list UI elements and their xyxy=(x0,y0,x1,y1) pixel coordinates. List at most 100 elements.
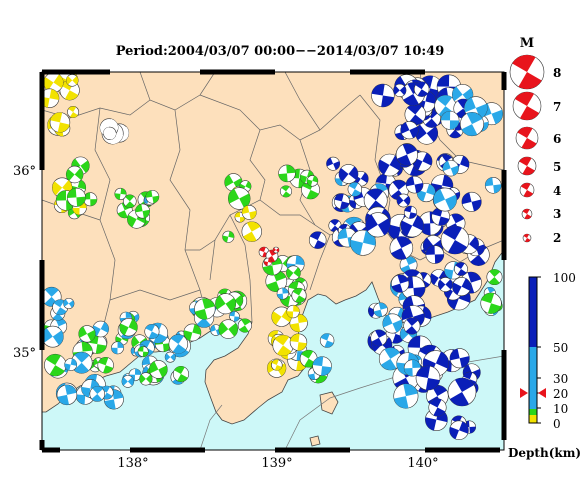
event-mechanism-119 xyxy=(222,230,235,243)
event-mechanism-255 xyxy=(391,274,410,293)
event-mechanism-83 xyxy=(164,351,176,363)
event-mechanism-177 xyxy=(350,229,376,256)
event-mechanism-76 xyxy=(56,384,78,406)
mag-icon-4 xyxy=(519,182,535,198)
event-mechanism-41 xyxy=(42,325,64,348)
earthquake-mechanisms xyxy=(42,72,504,440)
event-mechanism-117 xyxy=(241,221,262,242)
event-mechanism-111 xyxy=(237,318,252,333)
event-mechanism-323 xyxy=(428,398,447,417)
trench-line xyxy=(284,355,504,450)
event-mechanism-312 xyxy=(459,112,485,137)
event-mechanism-165 xyxy=(338,164,359,184)
event-mechanism-28 xyxy=(123,194,137,209)
event-mechanism-33 xyxy=(135,203,151,219)
event-mechanism-322 xyxy=(449,420,469,440)
event-mechanism-170 xyxy=(333,193,350,210)
event-mechanism-95 xyxy=(137,346,149,358)
magnitude-legend: M 8 7 6 5 4 3 2 xyxy=(509,36,561,245)
event-mechanism-309 xyxy=(440,110,460,130)
event-mechanism-32 xyxy=(114,187,127,200)
event-mechanism-308 xyxy=(461,191,482,212)
lat-label-36: 36° xyxy=(13,164,36,179)
event-mechanism-143 xyxy=(286,304,300,319)
event-mechanism-295 xyxy=(403,359,421,377)
event-mechanism-94 xyxy=(168,334,189,354)
highlight-event-3 xyxy=(272,246,280,254)
event-mechanism-282 xyxy=(403,317,421,335)
mag-icon-6 xyxy=(515,126,539,150)
magnitude-legend-icons xyxy=(509,54,545,243)
event-mechanism-300 xyxy=(442,160,459,177)
event-mechanism-232 xyxy=(403,205,418,219)
event-mechanism-56 xyxy=(119,318,138,337)
mag-icon-8 xyxy=(509,54,545,90)
depth-bar-deep xyxy=(529,277,537,347)
event-mechanism-155 xyxy=(279,185,292,198)
event-mechanism-120 xyxy=(241,204,257,220)
event-mechanism-261 xyxy=(425,245,445,264)
event-mechanism-291 xyxy=(393,383,419,409)
trench-line-2 xyxy=(199,404,223,450)
depth-tick-10: 10 xyxy=(553,402,568,416)
lat-label-35: 35° xyxy=(13,346,36,361)
depth-marker-right xyxy=(538,388,546,398)
event-mechanism-42 xyxy=(63,297,75,310)
event-mechanism-196 xyxy=(400,121,419,140)
map-title: Period:2004/03/07 00:00−−2014/03/07 10:4… xyxy=(115,44,445,59)
island xyxy=(319,391,339,415)
event-mechanism-96 xyxy=(172,365,190,383)
mag-label-2: 2 xyxy=(553,231,561,245)
event-mechanism-109 xyxy=(215,293,237,315)
event-mechanism-large-3 xyxy=(415,365,441,391)
depth-legend: 100 50 30 20 10 0 Depth(km) xyxy=(508,271,580,460)
depth-bar-frame xyxy=(528,276,538,424)
event-mechanism-98 xyxy=(144,324,160,340)
event-mechanism-200 xyxy=(393,83,407,97)
magnitude-legend-title: M xyxy=(520,36,534,51)
event-mechanism-154 xyxy=(312,356,332,376)
event-mechanism-279 xyxy=(373,302,388,317)
event-mechanism-146 xyxy=(272,334,294,357)
event-mechanism-169 xyxy=(347,182,363,197)
mag-icon-5 xyxy=(517,156,537,176)
event-mechanism-74 xyxy=(97,357,114,374)
event-mechanism-99 xyxy=(229,311,240,322)
event-mechanism-133 xyxy=(291,287,307,303)
depth-marker-left xyxy=(520,388,528,398)
event-mechanism-large-2 xyxy=(447,377,477,407)
event-mechanism-262 xyxy=(437,277,453,292)
event-mechanism-225 xyxy=(396,193,411,208)
event-mechanism-75 xyxy=(89,386,106,402)
event-mechanism-63 xyxy=(44,353,67,377)
event-mechanism-157 xyxy=(278,164,296,183)
event-mechanism-141 xyxy=(271,306,292,327)
event-mechanism-281 xyxy=(378,347,402,371)
depth-legend-title: Depth(km) xyxy=(508,446,580,460)
event-mechanism-301 xyxy=(484,176,502,194)
event-mechanism-118 xyxy=(227,187,251,210)
event-mechanism-237 xyxy=(365,212,391,238)
event-mechanism-8 xyxy=(49,112,71,133)
event-mechanism-97 xyxy=(121,375,135,388)
lon-label-138: 138° xyxy=(117,456,148,471)
event-mechanism-6 xyxy=(65,74,79,87)
map-area xyxy=(42,72,504,450)
highlight-event-2 xyxy=(263,257,273,267)
event-mechanism-19 xyxy=(65,165,84,184)
event-mechanism-264 xyxy=(454,262,468,276)
event-mechanism-276 xyxy=(370,329,388,347)
event-mechanism-314 xyxy=(486,269,503,286)
lon-label-139: 139° xyxy=(261,456,292,471)
event-mechanism-112 xyxy=(194,298,216,320)
event-mechanism-73 xyxy=(64,358,78,371)
event-mechanism-13 xyxy=(103,126,117,140)
depth-tick-50: 50 xyxy=(553,341,568,355)
depth-bar-mid xyxy=(529,347,537,409)
lon-label-140: 140° xyxy=(407,456,438,471)
event-mechanism-318 xyxy=(480,292,502,314)
event-mechanism-4 xyxy=(42,88,60,108)
mag-label-4: 4 xyxy=(553,184,561,198)
depth-tick-100: 100 xyxy=(553,271,576,285)
